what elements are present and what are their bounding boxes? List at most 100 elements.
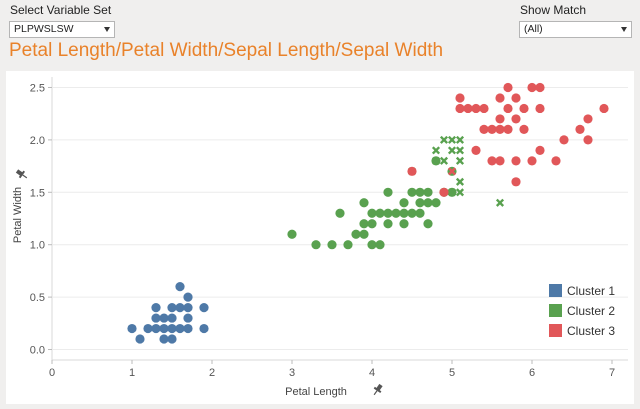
show-match-label: Show Match [520,3,587,17]
data-point-x [455,188,465,197]
x-tick-label: 0 [49,367,55,379]
y-tick-label: 2.0 [30,135,45,147]
data-point [487,156,497,166]
data-point [415,208,425,218]
grid-lines [51,77,628,361]
legend-swatch[interactable] [549,324,562,337]
variable-set-label: Select Variable Set [10,3,112,17]
data-point-x [439,135,449,144]
x-axis-label: Petal Length [285,386,347,398]
data-point [183,292,193,302]
data-point [575,124,585,135]
data-point [511,177,521,187]
data-point [583,135,593,145]
data-point [503,82,513,93]
data-point-x [431,156,441,165]
data-point [351,229,361,239]
data-point [495,114,505,124]
data-point [455,103,465,114]
data-point [487,124,497,135]
data-point [583,114,593,124]
data-point [151,323,161,334]
data-point [559,135,569,145]
data-point [391,208,401,218]
legend-swatch[interactable] [549,304,562,317]
data-point [479,124,489,135]
data-point [471,103,481,114]
legend-label[interactable]: Cluster 3 [567,324,615,338]
data-point [159,334,169,344]
chart-panel: 0 1 2 3 4 5 6 7 0.0 0.5 1.0 1.5 2.0 2.5 Petal Length… [6,71,634,404]
data-point [495,124,505,135]
data-point [439,187,449,197]
data-point [367,219,377,229]
data-point [375,208,385,218]
data-point [471,145,481,155]
scatter-plot: 0 1 2 3 4 5 6 7 0.0 0.5 1.0 1.5 2.0 2.5 Petal Length… [12,77,628,398]
data-point [519,103,529,114]
data-point [199,323,209,334]
data-point [151,302,161,313]
variable-set-value: PLPWSLSW [14,23,74,35]
x-tick-label: 5 [449,367,455,379]
data-point-x [447,146,457,155]
data-point [151,313,161,323]
data-point [399,208,409,218]
data-point [495,93,505,103]
data-point [599,103,609,114]
x-tick-label: 1 [129,367,135,379]
data-point [399,219,409,229]
y-tick-label: 1.5 [30,187,45,199]
data-point [535,82,545,93]
data-point [535,145,545,155]
data-point [407,208,417,218]
data-point [383,219,393,229]
data-point [199,302,209,313]
data-point [383,187,393,197]
data-point [383,208,393,218]
data-point [327,240,337,250]
legend-label[interactable]: Cluster 1 [567,284,615,298]
y-tick-label: 2.5 [30,82,45,94]
data-point-x [495,198,505,207]
data-point [423,198,433,208]
data-point [167,302,177,313]
data-point [367,208,377,218]
data-point [127,323,137,334]
data-point [167,313,177,323]
show-match-dropdown[interactable]: (All) [519,21,632,38]
data-point [343,240,353,250]
legend-label[interactable]: Cluster 2 [567,304,615,318]
data-point-x [455,135,465,144]
data-point [535,103,545,114]
legend: Cluster 1 Cluster 2 Cluster 3 [549,284,615,338]
data-point [511,93,521,103]
variable-set-dropdown[interactable]: PLPWSLSW [9,21,115,38]
data-point [367,240,377,250]
data-point [175,302,185,313]
legend-swatch[interactable] [549,284,562,297]
data-point-x [447,167,457,176]
data-point [415,198,425,208]
data-point [143,323,153,334]
data-point [423,187,433,197]
data-point [407,187,417,197]
chevron-down-icon [621,27,627,32]
y-tick-label: 0.0 [30,345,45,357]
data-point-x [447,188,457,197]
data-point-x [439,156,449,165]
data-point [503,103,513,114]
x-axis-pin-icon[interactable] [371,383,384,397]
data-point-x [455,146,465,155]
data-point [167,334,177,344]
y-axis-pin-icon[interactable] [15,168,29,181]
data-point [359,219,369,229]
data-point [167,323,177,334]
data-point-x [447,135,457,144]
data-point [407,166,417,176]
x-axis-ticks: 0 1 2 3 4 5 6 7 [49,360,615,379]
data-point [511,156,521,166]
data-point [399,198,409,208]
data-point [375,240,385,250]
data-point [423,219,433,229]
